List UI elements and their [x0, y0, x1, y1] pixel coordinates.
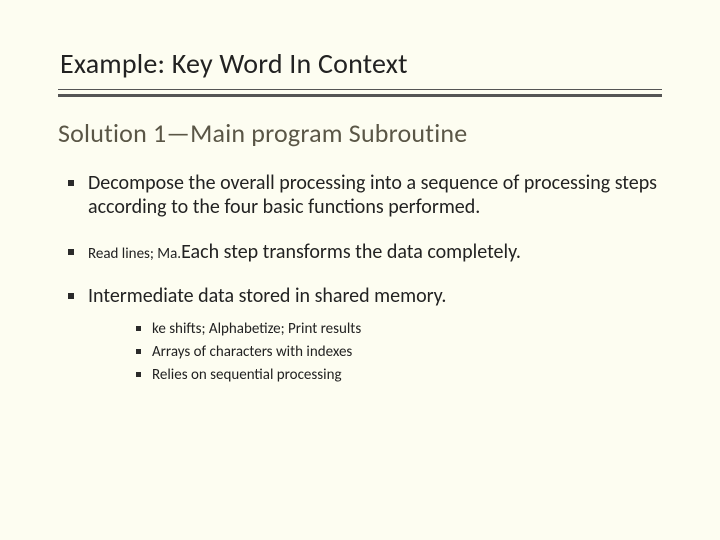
bullet-text: Each step transforms the data completely…: [181, 240, 521, 264]
bullet-list: Decompose the overall processing into a …: [58, 171, 662, 385]
list-item: Read lines; Ma.Each step transforms the …: [66, 240, 662, 264]
bullet-text: Intermediate data stored in shared memor…: [88, 284, 446, 308]
slide-subtitle: Solution 1—Main program Subroutine: [58, 117, 662, 149]
sub-list-item: ke shifts; Alphabetize; Print results: [134, 319, 662, 339]
sub-list-item: Relies on sequential processing: [134, 365, 662, 385]
sub-bullet-list: ke shifts; Alphabetize; Print results Ar…: [88, 319, 662, 386]
slide-title: Example: Key Word In Context: [60, 46, 662, 81]
list-item: Intermediate data stored in shared memor…: [66, 284, 662, 385]
slide: Example: Key Word In Context Solution 1—…: [0, 0, 720, 540]
sub-bullet-text: Arrays of characters with indexes: [152, 343, 352, 361]
sub-bullet-text: ke shifts; Alphabetize; Print results: [152, 320, 361, 338]
title-rule: [58, 89, 662, 97]
list-item: Decompose the overall processing into a …: [66, 171, 662, 220]
sub-list-item: Arrays of characters with indexes: [134, 342, 662, 362]
bullet-text: Decompose the overall processing into a …: [88, 171, 657, 219]
bullet-prefix-small: Read lines; Ma.: [88, 245, 181, 263]
sub-bullet-text: Relies on sequential processing: [152, 366, 342, 384]
